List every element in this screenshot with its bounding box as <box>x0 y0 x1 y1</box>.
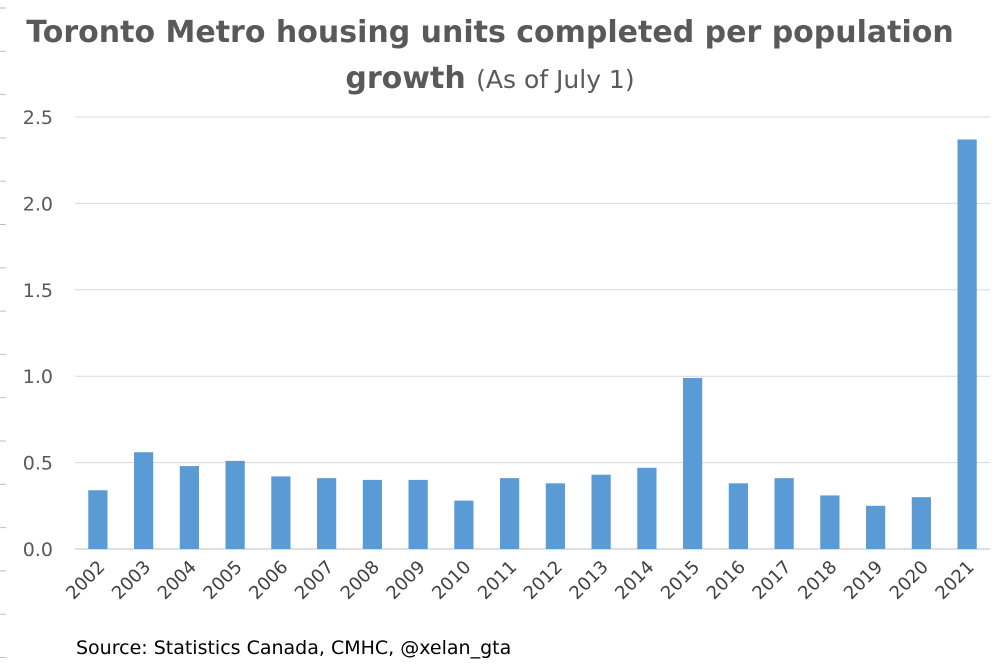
x-tick-label: 2018 <box>794 557 841 604</box>
bar <box>317 478 337 549</box>
x-tick-label: 2020 <box>886 557 933 604</box>
x-tick-label: 2004 <box>154 557 201 604</box>
bar <box>683 377 703 549</box>
x-tick-label: 2010 <box>428 557 475 604</box>
x-tick-label: 2013 <box>565 557 612 604</box>
source-note: Source: Statistics Canada, CMHC, @xelan_… <box>76 637 512 659</box>
x-tick-label: 2011 <box>474 557 521 604</box>
x-tick-label: 2017 <box>748 557 795 604</box>
bar <box>500 478 520 549</box>
x-tick-label: 2016 <box>703 557 750 604</box>
x-tick-label: 2006 <box>245 557 292 604</box>
bar <box>225 460 245 549</box>
chart-title: Toronto Metro housing units completed pe… <box>0 10 980 103</box>
bar <box>362 479 382 549</box>
x-axis-ticks: 2002200320042005200620072008200920102011… <box>62 557 978 604</box>
y-tick-label: 0.5 <box>23 453 53 475</box>
x-tick-label: 2014 <box>611 557 658 604</box>
bar <box>408 479 428 549</box>
x-tick-label: 2019 <box>840 557 887 604</box>
x-tick-label: 2012 <box>520 557 567 604</box>
chart-subtitle: (As of July 1) <box>476 65 635 94</box>
bar <box>88 490 108 549</box>
bar <box>454 500 474 549</box>
y-tick-label: 2.0 <box>23 193 53 215</box>
y-tick-label: 1.5 <box>23 280 53 302</box>
bar <box>179 466 199 549</box>
bar <box>820 495 840 549</box>
x-tick-label: 2015 <box>657 557 704 604</box>
bar <box>728 483 748 549</box>
bar <box>774 478 794 549</box>
x-tick-label: 2021 <box>931 557 978 604</box>
y-tick-label: 2.5 <box>23 107 53 129</box>
x-tick-label: 2007 <box>291 557 338 604</box>
x-tick-label: 2003 <box>108 557 155 604</box>
y-axis-ticks: 0.0 0.5 1.0 1.5 2.0 2.5 <box>23 107 53 561</box>
bar <box>591 474 611 549</box>
gridlines <box>75 116 990 550</box>
bar <box>911 497 931 549</box>
x-tick-label: 2008 <box>337 557 384 604</box>
left-edge-ticks <box>0 7 6 658</box>
bar <box>271 476 291 549</box>
bar <box>545 483 565 549</box>
chart-title-main: Toronto Metro housing units completed pe… <box>26 15 954 96</box>
x-tick-label: 2002 <box>62 557 109 604</box>
y-tick-label: 0.0 <box>23 539 53 561</box>
bars <box>88 139 977 550</box>
bar <box>957 139 977 550</box>
x-tick-label: 2005 <box>199 557 246 604</box>
bar <box>134 452 154 549</box>
bar <box>637 467 657 549</box>
y-tick-label: 1.0 <box>23 366 53 388</box>
x-tick-label: 2009 <box>382 557 429 604</box>
bar <box>866 505 886 549</box>
